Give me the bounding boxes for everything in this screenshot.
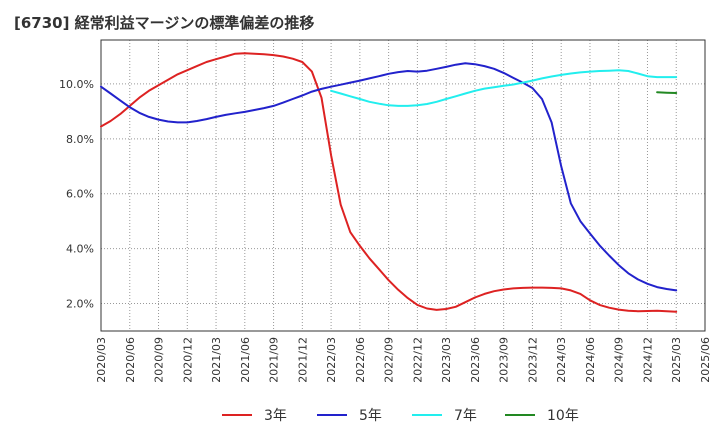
x-tick-label: 2025/03 xyxy=(670,337,683,383)
series-line-10年 xyxy=(656,91,678,94)
legend-label-5年: 5年 xyxy=(359,408,382,424)
x-tick-label: 2020/12 xyxy=(181,337,194,383)
x-tick-label: 2022/03 xyxy=(325,337,338,383)
x-tick-label: 2024/12 xyxy=(641,337,654,383)
x-tick-label: 2025/06 xyxy=(699,337,712,383)
legend-label-3年: 3年 xyxy=(264,408,287,424)
legend-label-7年: 7年 xyxy=(454,408,477,424)
y-tick-label: 6.0% xyxy=(66,188,94,201)
y-tick-label: 10.0% xyxy=(59,78,94,91)
x-tick-label: 2023/03 xyxy=(440,337,453,383)
x-tick-label: 2024/09 xyxy=(613,337,626,383)
x-tick-label: 2023/09 xyxy=(498,337,511,383)
x-tick-label: 2022/12 xyxy=(411,337,424,383)
y-tick-label: 4.0% xyxy=(66,243,94,256)
x-tick-label: 2020/09 xyxy=(153,337,166,383)
y-tick-label: 8.0% xyxy=(66,133,94,146)
x-tick-label: 2021/03 xyxy=(210,337,223,383)
legend-label-10年: 10年 xyxy=(547,408,579,424)
x-tick-label: 2021/12 xyxy=(296,337,309,383)
series-line-3年 xyxy=(100,52,678,313)
y-tick-label: 2.0% xyxy=(66,298,94,311)
x-tick-label: 2023/12 xyxy=(526,337,539,383)
x-tick-label: 2024/06 xyxy=(584,337,597,383)
chart-title: [6730] 経常利益マージンの標準偏差の推移 xyxy=(14,14,315,32)
series-line-5年 xyxy=(100,62,678,292)
x-tick-label: 2020/06 xyxy=(124,337,137,383)
series-line-7年 xyxy=(330,69,678,107)
x-tick-label: 2021/06 xyxy=(239,337,252,383)
x-tick-label: 2023/06 xyxy=(469,337,482,383)
plot-frame xyxy=(100,39,706,332)
x-tick-label: 2022/06 xyxy=(354,337,367,383)
x-tick-label: 2024/03 xyxy=(555,337,568,383)
x-tick-label: 2020/03 xyxy=(95,337,108,383)
x-tick-label: 2021/09 xyxy=(268,337,281,383)
x-tick-label: 2022/09 xyxy=(383,337,396,383)
